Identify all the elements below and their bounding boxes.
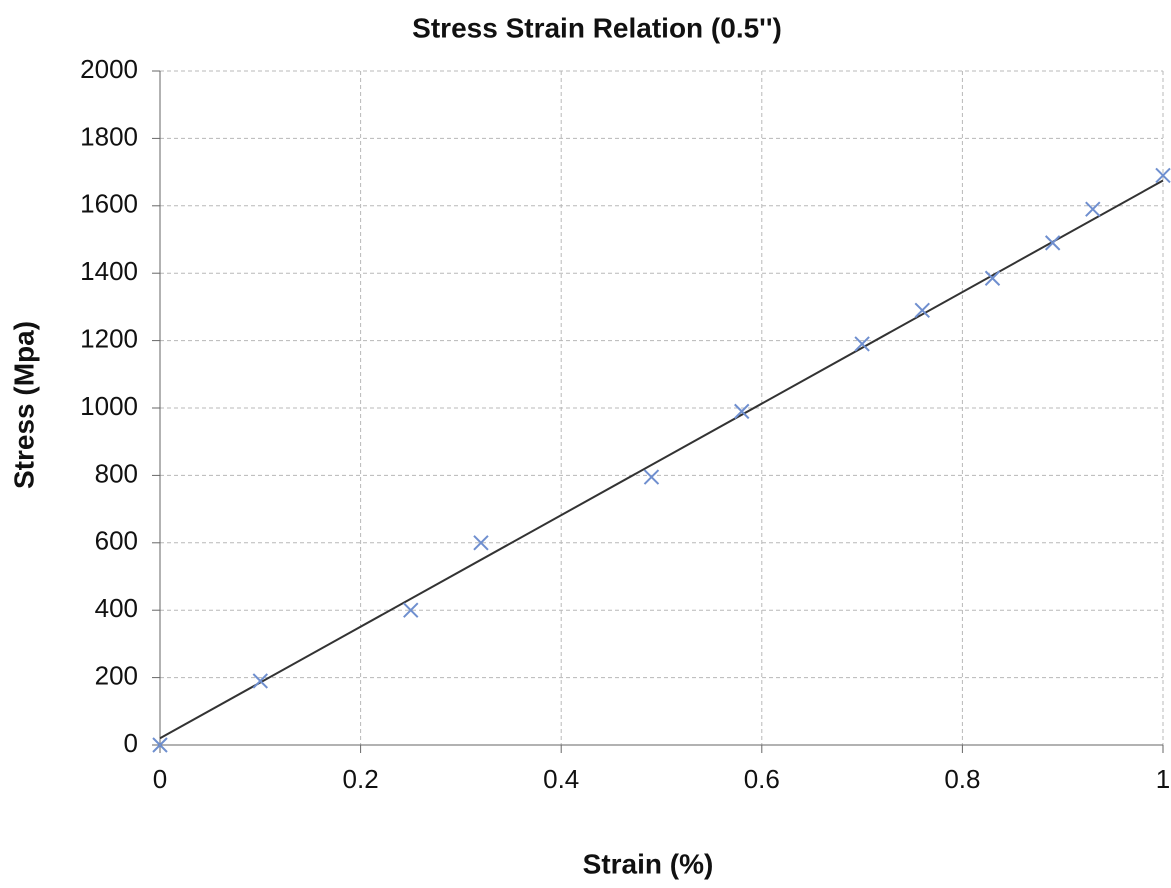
y-tick-label: 200 [95, 660, 138, 690]
x-tick-label: 0.8 [944, 764, 980, 794]
data-point [854, 336, 870, 352]
y-tick-label: 1000 [80, 391, 138, 421]
y-tick-label: 0 [124, 728, 138, 758]
data-point [643, 469, 660, 485]
data-point [403, 602, 419, 618]
x-tick-label: 1 [1156, 764, 1170, 794]
y-tick-label: 1600 [80, 189, 138, 219]
y-tick-label: 1800 [80, 121, 138, 151]
y-tick-label: 400 [95, 593, 138, 623]
y-axis-label: Stress (Mpa) [8, 321, 39, 489]
data-point [1044, 235, 1061, 251]
data-point [152, 737, 168, 753]
y-tick-label: 2000 [80, 54, 138, 84]
data-point [914, 302, 930, 318]
x-axis-label: Strain (%) [583, 848, 714, 879]
chart-title: Stress Strain Relation (0.5'') [412, 12, 782, 43]
y-tick-label: 1400 [80, 256, 138, 286]
data-point [252, 673, 269, 689]
data-point [734, 403, 750, 420]
data-point [1155, 167, 1171, 184]
y-tick-label: 600 [95, 526, 138, 556]
x-tick-label: 0.2 [343, 764, 379, 794]
x-tick-label: 0.6 [744, 764, 780, 794]
x-tick-label: 0.4 [543, 764, 579, 794]
trendline [159, 179, 1164, 740]
data-point [473, 535, 489, 551]
data-point [1085, 201, 1101, 217]
x-tick-label: 0 [153, 764, 167, 794]
y-tick-label: 1200 [80, 323, 138, 353]
data-point [984, 270, 1001, 286]
y-tick-label: 800 [95, 458, 138, 488]
